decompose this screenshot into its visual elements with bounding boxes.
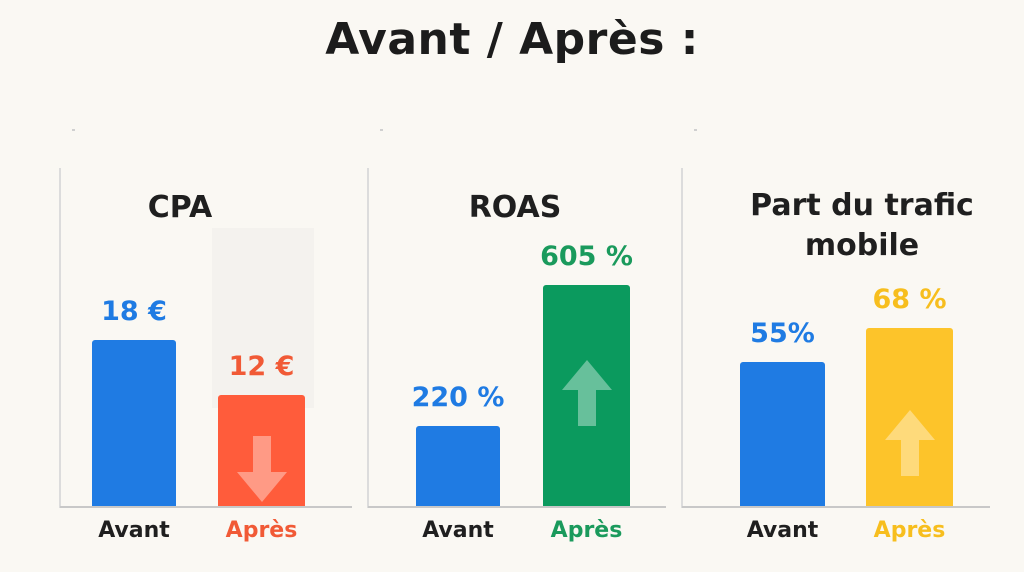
arrow-down-icon (236, 436, 287, 502)
panel-divider (59, 168, 61, 508)
data-label: 12 € (228, 351, 295, 382)
panel-divider (367, 168, 369, 508)
bar-avant (92, 340, 176, 506)
arrow-up-icon (884, 410, 935, 476)
x-axis-baseline (60, 506, 352, 508)
arrow-up-icon (561, 360, 612, 426)
divider-tick (72, 129, 75, 131)
data-label: 68 % (872, 284, 947, 315)
chart-title: CPA (147, 190, 213, 225)
data-label: 220 % (411, 382, 505, 413)
chart-title: Part du trafic mobile (750, 188, 974, 263)
data-label: 55% (750, 318, 815, 349)
category-label: Avant (422, 518, 494, 543)
divider-tick (380, 129, 383, 131)
data-label: 18 € (101, 296, 167, 327)
category-label: Avant (98, 518, 170, 543)
bar-apres (218, 395, 305, 506)
panel-divider (681, 168, 683, 508)
divider-tick (694, 129, 697, 131)
chart-title: ROAS (468, 190, 562, 225)
data-label: 605 % (540, 241, 633, 272)
x-axis-baseline (682, 506, 990, 508)
bar-apres (543, 285, 630, 506)
category-label: Après (225, 518, 298, 543)
category-label: Après (873, 518, 946, 543)
category-label: Après (550, 518, 623, 543)
bar-apres (866, 328, 953, 506)
bar-avant (740, 362, 825, 506)
category-label: Avant (746, 518, 819, 543)
bar-highlight (212, 228, 314, 408)
bar-avant (416, 426, 500, 506)
x-axis-baseline (368, 506, 666, 508)
page-title: Avant / Après : (325, 14, 699, 65)
